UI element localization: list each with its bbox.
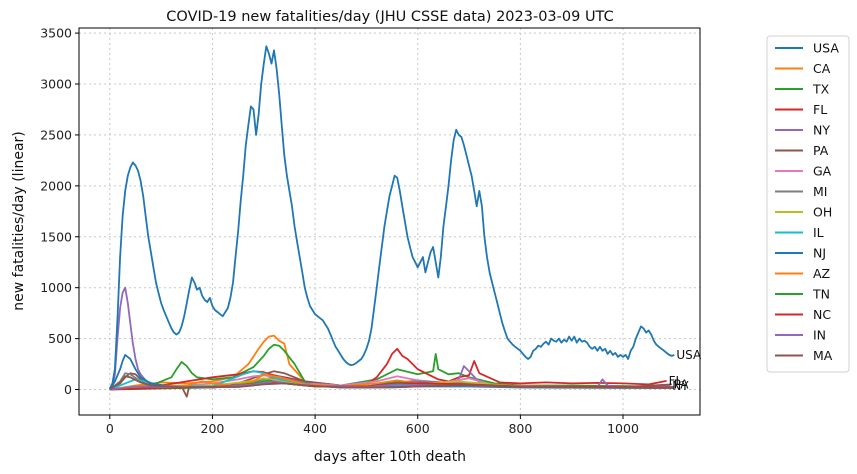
grid bbox=[79, 28, 700, 415]
y-tick-label: 2000 bbox=[40, 178, 72, 193]
legend-entry: IN bbox=[813, 328, 826, 343]
legend-entry: NJ bbox=[813, 246, 826, 261]
x-tick-label: 0 bbox=[106, 421, 114, 436]
y-tick-label: 3500 bbox=[40, 26, 72, 41]
legend-entry: MI bbox=[813, 184, 827, 199]
series-group bbox=[108, 45, 675, 398]
legend: USA CA TX FL NY PA GA MI OH IL NJ AZ TN NC IN MA bbox=[766, 35, 850, 373]
x-axis: 0 200 400 600 800 1000 bbox=[106, 415, 639, 436]
y-axis: 0 500 1000 1500 2000 2500 3000 3500 bbox=[40, 26, 79, 397]
x-tick-label: 800 bbox=[508, 421, 532, 436]
end-label-ny: NY bbox=[672, 379, 689, 393]
legend-entry: USA bbox=[813, 41, 839, 56]
legend-entry: NY bbox=[813, 123, 830, 138]
y-axis-label: new fatalities/day (linear) bbox=[11, 131, 27, 310]
end-label-usa: USA bbox=[676, 348, 702, 362]
legend-entry: MA bbox=[813, 348, 833, 363]
x-axis-label: days after 10th death bbox=[314, 449, 466, 465]
end-label-pa: PA bbox=[674, 377, 689, 391]
legend-entry: PA bbox=[813, 143, 829, 158]
y-tick-label: 1000 bbox=[40, 280, 72, 295]
x-tick-label: 600 bbox=[406, 421, 430, 436]
legend-entry: OH bbox=[813, 205, 832, 220]
y-tick-label: 500 bbox=[48, 331, 72, 346]
plot-frame bbox=[78, 27, 701, 416]
y-tick-label: 0 bbox=[64, 382, 72, 397]
legend-entry: TN bbox=[812, 287, 830, 302]
end-label-fl: FL bbox=[669, 374, 683, 388]
y-tick-label: 3000 bbox=[40, 77, 72, 92]
legend-entry: TX bbox=[812, 82, 830, 97]
legend-entry: NC bbox=[813, 307, 831, 322]
x-tick-label: 200 bbox=[201, 421, 225, 436]
legend-entry: AZ bbox=[813, 266, 830, 281]
x-tick-label: 400 bbox=[303, 421, 327, 436]
y-tick-label: 2500 bbox=[40, 127, 72, 142]
series-line-ma bbox=[109, 375, 675, 391]
legend-entry: FL bbox=[813, 102, 827, 117]
legend-entry: GA bbox=[813, 164, 832, 179]
legend-frame bbox=[766, 35, 850, 373]
legend-entry: CA bbox=[813, 61, 831, 76]
series-line-usa bbox=[108, 45, 675, 389]
y-tick-label: 1500 bbox=[40, 229, 72, 244]
legend-entry: IL bbox=[813, 225, 824, 240]
x-tick-label: 1000 bbox=[607, 421, 639, 436]
chart-title: COVID-19 new fatalities/day (JHU CSSE da… bbox=[166, 9, 613, 25]
